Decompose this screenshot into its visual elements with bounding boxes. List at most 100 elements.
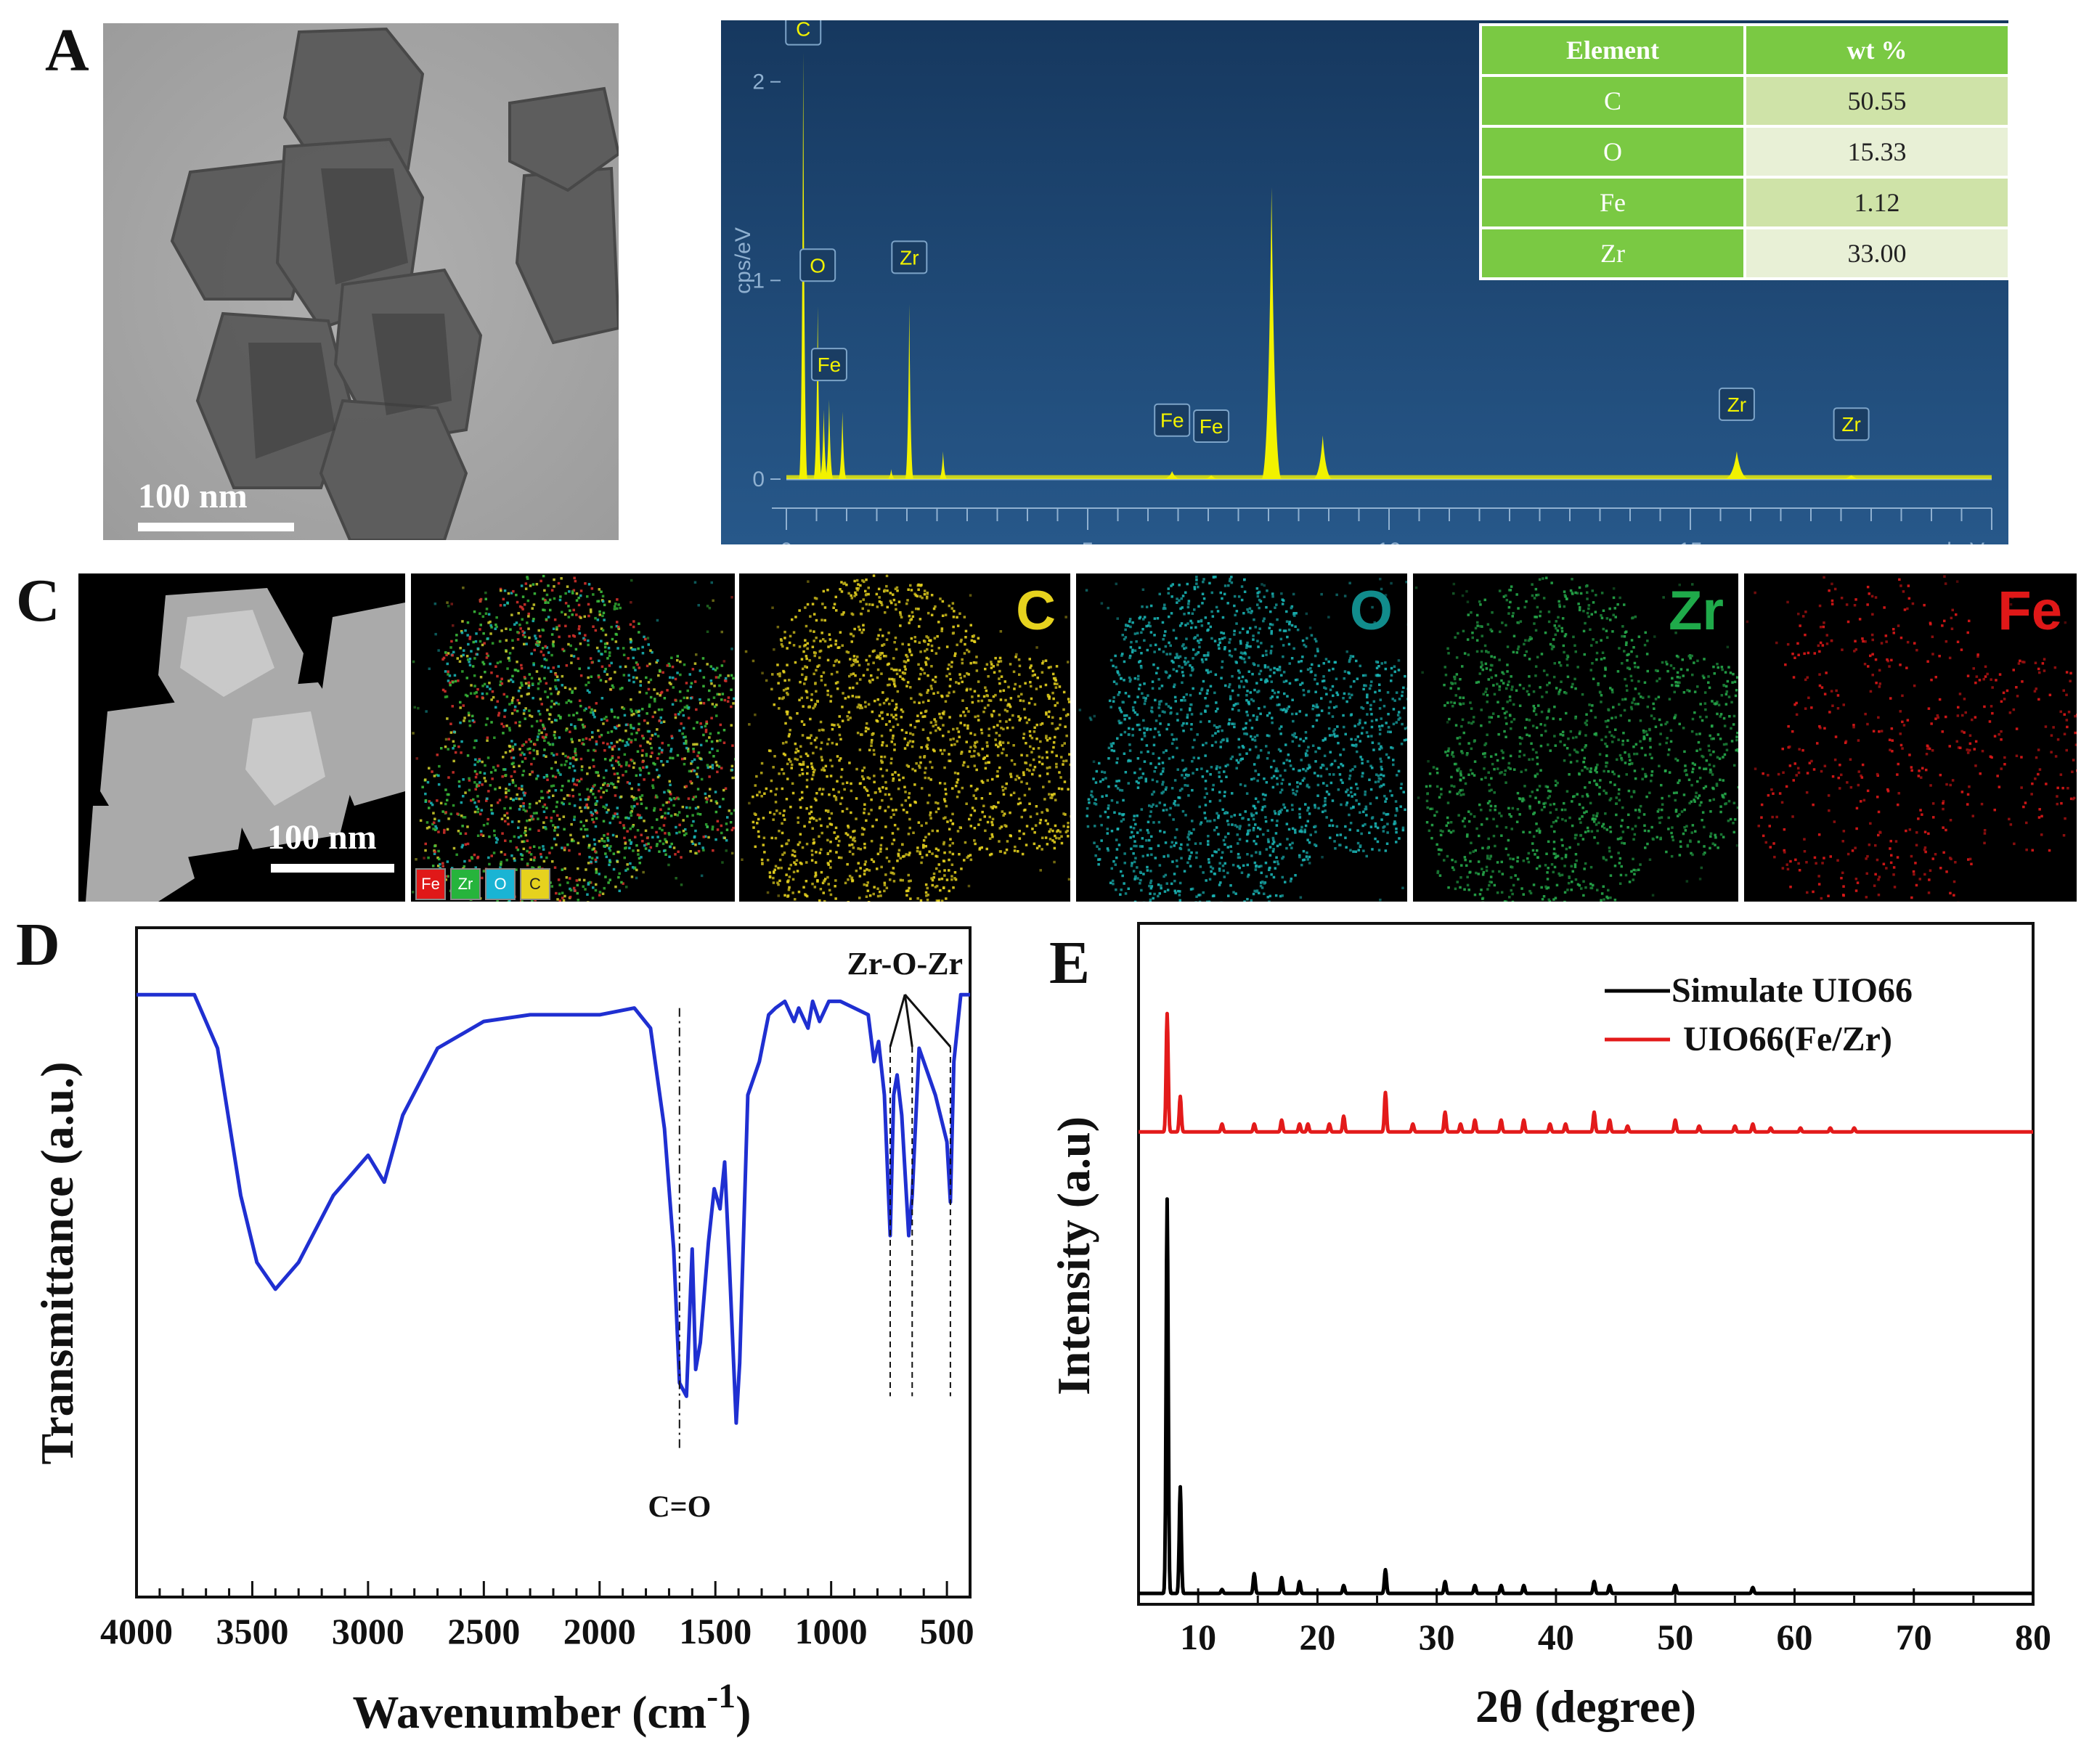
eds-peak-label: Zr (1727, 393, 1746, 416)
zirconium-map: Zr (1413, 573, 1738, 902)
eds-peak-label: O (810, 254, 826, 277)
table-row: C 50.55 (1482, 77, 2008, 125)
xrd-x-tick-label: 30 (1419, 1617, 1455, 1657)
xrd-legend-label-simulate: Simulate UIO66 (1671, 971, 1913, 1010)
xrd-x-tick-label: 10 (1180, 1617, 1216, 1657)
eds-x-tick-label: 0 (781, 539, 793, 544)
table-header-element: Element (1482, 26, 1743, 74)
eds-peak (838, 411, 847, 479)
table-cell-element: C (1482, 77, 1743, 125)
carbon-map: C (739, 573, 1070, 902)
legend-chip-c: C (520, 868, 550, 900)
ftir-zr-o-zr-arrow (903, 994, 913, 1048)
eds-y-tick-label: 0 (752, 467, 765, 491)
legend-chip-zr: Zr (450, 868, 481, 900)
xrd-axes-frame (1137, 922, 2035, 1606)
ftir-chart: 4000 3500 3000 2500 2000 1500 1000 500 C=O Zr-O-… (31, 926, 974, 1738)
element-map-speckles (1414, 576, 1738, 902)
eds-peak (824, 399, 834, 479)
tem-particles-graphic (103, 23, 619, 540)
eds-peak (1312, 435, 1333, 479)
xrd-x-tick-label: 60 (1776, 1617, 1812, 1657)
eds-peak-label: Fe (1200, 415, 1223, 438)
eds-y-tick-label: 2 (752, 70, 765, 94)
table-cell-wt: 15.33 (1746, 128, 2008, 176)
eds-x-tick-label: 15 (1678, 539, 1702, 544)
eds-peak (887, 469, 896, 479)
panel-label-a: A (45, 17, 89, 84)
eds-peak (938, 451, 948, 479)
oxygen-map: O (1076, 573, 1407, 902)
ftir-x-tick-label: 4000 (100, 1611, 173, 1651)
eds-x-tick-label: 5 (1082, 539, 1094, 544)
ftir-x-tick-label: 1000 (795, 1611, 868, 1651)
haadf-particles-graphic (86, 588, 405, 902)
table-header-wt: wt % (1746, 26, 2008, 74)
xrd-series-fe-zr-line (1137, 1011, 2035, 1134)
map-legend: Fe Zr O C (415, 868, 550, 900)
eds-peak (813, 306, 823, 479)
eds-peak-label: C (796, 20, 810, 41)
eds-peak (1261, 187, 1282, 479)
xrd-series-simulate-line (1137, 1197, 2035, 1596)
eds-y-tick-label: 1 (752, 269, 765, 293)
eds-peak-label-box (785, 20, 822, 46)
table-cell-element: Zr (1482, 229, 1743, 277)
iron-map: Fe (1744, 573, 2077, 902)
element-map-speckles (412, 574, 735, 902)
eds-peak-label-box (799, 248, 836, 282)
table-row: Fe 1.12 (1482, 179, 2008, 226)
ftir-zr-o-zr-annotation: Zr-O-Zr (847, 946, 963, 981)
eds-peak (1201, 475, 1222, 479)
ftir-x-tick-label: 1500 (679, 1611, 752, 1651)
tem-scale-bar (138, 523, 294, 531)
haadf-image: 100 nm (78, 573, 405, 902)
panel-label-c: C (16, 567, 60, 634)
xrd-x-tick-label: 80 (2015, 1617, 2051, 1657)
ftir-x-axis-label: Wavenumber (cm-1) (353, 1677, 752, 1738)
haadf-scale-bar (271, 864, 394, 873)
eds-peak (1838, 475, 1865, 479)
eds-baseline (786, 475, 1992, 479)
ftir-zr-o-zr-arrow (889, 994, 906, 1048)
element-map-speckles (1746, 575, 2077, 902)
eds-wt-table: Element wt % C 50.55 O 15.33 Fe 1.12 Zr … (1479, 23, 2011, 280)
xrd-x-tick-label: 70 (1896, 1617, 1932, 1657)
iron-map-label: Fe (1998, 580, 2062, 642)
tem-image: 100 nm (103, 23, 619, 540)
element-map-speckles (1078, 576, 1407, 902)
eds-peak (905, 304, 914, 479)
ftir-x-tick-label: 3000 (332, 1611, 404, 1651)
eds-peak-label: Fe (1160, 409, 1184, 432)
ftir-series-line (137, 992, 970, 1425)
ftir-x-tick-label: 500 (920, 1611, 974, 1651)
ftir-co-annotation: C=O (648, 1490, 711, 1524)
table-cell-element: O (1482, 128, 1743, 176)
xrd-x-axis-label: 2θ (degree) (1475, 1681, 1696, 1732)
xrd-legend-label-fe-zr: UIO66(Fe/Zr) (1683, 1020, 1892, 1058)
xrd-chart: 10 20 30 40 50 60 70 80 Simulate UIO66 UIO66(Fe… (1048, 922, 2051, 1732)
xrd-x-tick-label: 50 (1657, 1617, 1693, 1657)
xrd-x-tick-label: 40 (1538, 1617, 1574, 1657)
table-cell-wt: 50.55 (1746, 77, 2008, 125)
eds-peak (819, 409, 828, 479)
ftir-x-tick-label: 3500 (216, 1611, 288, 1651)
eds-peak-label-box (891, 240, 928, 274)
table-cell-wt: 1.12 (1746, 179, 2008, 226)
haadf-scale-label: 100 nm (267, 818, 377, 857)
eds-peak (1162, 471, 1183, 479)
eds-peak-label-box (1193, 409, 1230, 443)
eds-peak-label-box (1833, 407, 1870, 441)
table-row: O 15.33 (1482, 128, 2008, 176)
ftir-x-tick-label: 2500 (447, 1611, 520, 1651)
eds-peak-label: Zr (1841, 413, 1860, 436)
eds-peak-label: Fe (818, 354, 842, 376)
zirconium-map-label: Zr (1669, 580, 1724, 642)
table-cell-element: Fe (1482, 179, 1743, 226)
ftir-y-axis-label: Transmittance (a.u.) (31, 1061, 83, 1464)
ftir-axes-frame (135, 926, 972, 1598)
eds-peak-label: Zr (900, 246, 919, 269)
eds-peak-label-box (1718, 387, 1755, 421)
eds-peak-label-box (810, 348, 847, 382)
overlay-map (411, 573, 735, 902)
